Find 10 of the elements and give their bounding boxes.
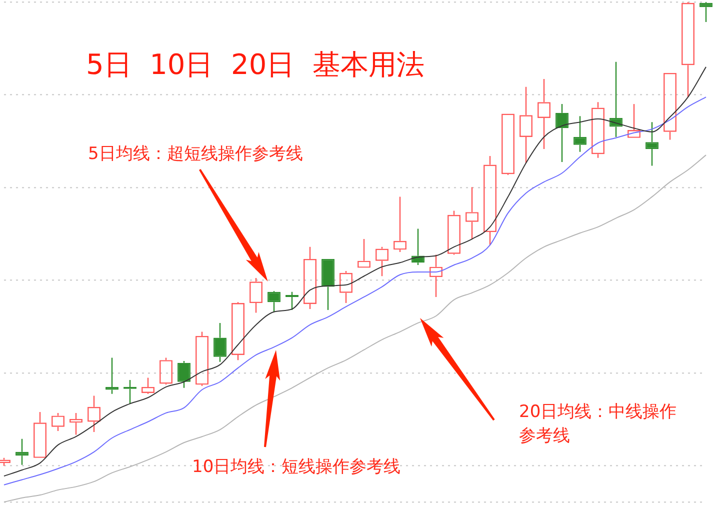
annotation: 10日均线：短线操作参考线 (192, 456, 401, 479)
candlestick (322, 258, 334, 311)
candlestick (106, 357, 118, 395)
annotation: 20日均线：中线操作参考线 (519, 401, 678, 448)
annotation: 5日均线：超短线操作参考线 (88, 143, 303, 166)
text: 5日 10日 20日 基本用法 (86, 47, 424, 83)
candlestick (700, 1, 712, 23)
candlestick (646, 122, 658, 166)
candlestick (286, 291, 298, 311)
candlestick (16, 438, 28, 466)
